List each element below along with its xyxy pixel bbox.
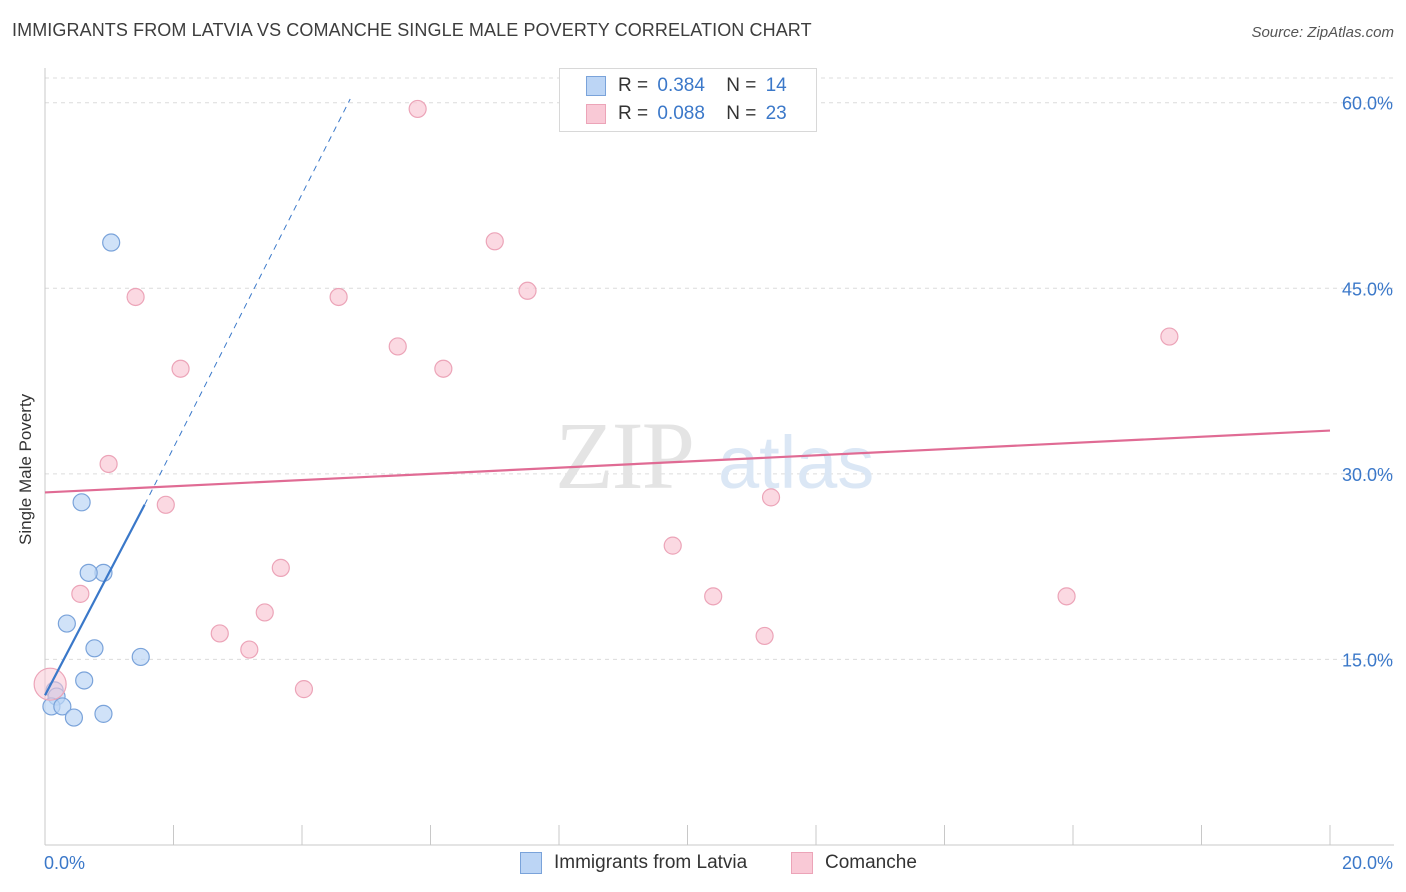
legend-r-value: 0.384 [657, 75, 705, 96]
point-comanche [271, 558, 290, 577]
legend-n-label: N = [726, 75, 757, 96]
legend-n-value: 14 [765, 75, 787, 96]
source-label: Source: ZipAtlas.com [1251, 24, 1394, 41]
point-latvia [64, 708, 84, 727]
point-comanche [663, 536, 682, 555]
chart-title: IMMIGRANTS FROM LATVIA VS COMANCHE SINGL… [12, 20, 812, 40]
point-latvia [85, 639, 104, 658]
bottom-legend-label-comanche: Comanche [825, 852, 917, 873]
trend-lines [44, 98, 1331, 506]
trend-line-latvia-extrapolated [144, 98, 351, 506]
point-comanche [518, 281, 537, 300]
x-tick-label: 0.0% [44, 853, 85, 873]
point-latvia [79, 563, 98, 582]
point-latvia [75, 671, 94, 690]
point-comanche [255, 603, 274, 622]
legend-n-value: 23 [765, 103, 787, 124]
point-comanche [434, 359, 453, 378]
point-comanche [156, 495, 175, 514]
bottom-legend-swatch-pink [791, 852, 813, 874]
point-comanche [704, 587, 723, 606]
point-comanche [755, 626, 774, 646]
point-latvia [72, 493, 91, 512]
point-comanche [1057, 587, 1076, 606]
point-comanche [1160, 327, 1179, 346]
data-points [33, 99, 1179, 727]
point-comanche [99, 454, 118, 474]
point-comanche [126, 287, 145, 307]
point-latvia [102, 233, 121, 252]
point-comanche [240, 640, 259, 659]
bottom-legend-swatch-blue [520, 852, 542, 874]
y-axis-label: Single Male Poverty [16, 393, 35, 545]
watermark: ZIP atlas [555, 402, 874, 509]
point-comanche [210, 624, 229, 643]
tick-labels: 15.0% 30.0% 45.0% 60.0% 0.0% 20.0% [44, 94, 1393, 873]
axes [44, 68, 1394, 846]
y-tick-label: 15.0% [1342, 650, 1393, 670]
trend-line-latvia [44, 504, 146, 696]
bottom-legend-comanche: Comanche [791, 852, 917, 874]
legend-r-value: 0.088 [657, 103, 705, 124]
point-latvia [94, 704, 113, 723]
point-comanche [408, 99, 427, 119]
legend-swatch-pink [586, 104, 606, 124]
trend-line-comanche [44, 429, 1331, 494]
point-comanche [329, 287, 348, 307]
legend-swatch-blue [586, 76, 606, 96]
watermark-atlas: atlas [718, 421, 874, 504]
point-latvia [131, 647, 150, 667]
x-tick-label: 20.0% [1342, 853, 1393, 873]
bottom-legend-label-latvia: Immigrants from Latvia [554, 852, 748, 873]
legend-n-label: N = [726, 103, 757, 124]
legend-r-label: R = [618, 75, 649, 96]
legend-box: R = 0.384 N = 14 R = 0.088 N = 23 [559, 68, 817, 132]
point-comanche [71, 584, 90, 603]
legend-r-label: R = [618, 103, 649, 124]
point-comanche [761, 488, 781, 507]
point-comanche [171, 359, 190, 378]
watermark-zip: ZIP [555, 402, 693, 509]
y-tick-label: 30.0% [1342, 465, 1393, 485]
point-comanche [294, 680, 314, 699]
point-latvia [53, 697, 72, 716]
point-latvia [57, 614, 76, 633]
y-tick-label: 45.0% [1342, 279, 1393, 299]
y-tick-label: 60.0% [1342, 94, 1393, 114]
grid-lines [45, 77, 1394, 660]
point-comanche [485, 232, 504, 251]
bottom-legend-latvia: Immigrants from Latvia [520, 852, 747, 874]
point-comanche [388, 337, 407, 356]
